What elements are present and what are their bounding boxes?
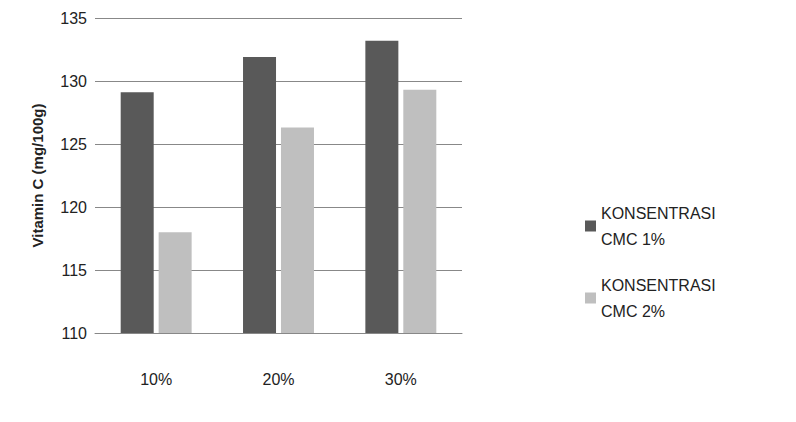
- svg-text:10%: 10%: [140, 371, 172, 388]
- svg-text:KONSENTRASI: KONSENTRASI: [601, 277, 720, 294]
- svg-text:110: 110: [61, 325, 87, 342]
- svg-text:CMC 2%: CMC 2%: [601, 303, 665, 320]
- svg-text:115: 115: [61, 262, 87, 279]
- svg-text:KONSENTRASI: KONSENTRASI: [601, 205, 720, 222]
- svg-text:CMC 1%: CMC 1%: [601, 231, 665, 248]
- svg-text:135: 135: [60, 10, 87, 27]
- svg-text:125: 125: [60, 136, 87, 153]
- svg-text:30%: 30%: [385, 371, 417, 388]
- svg-text:Vitamin C (mg/100g): Vitamin C (mg/100g): [29, 104, 46, 248]
- svg-text:20%: 20%: [262, 371, 294, 388]
- svg-text:120: 120: [60, 199, 87, 216]
- svg-text:130: 130: [60, 73, 87, 90]
